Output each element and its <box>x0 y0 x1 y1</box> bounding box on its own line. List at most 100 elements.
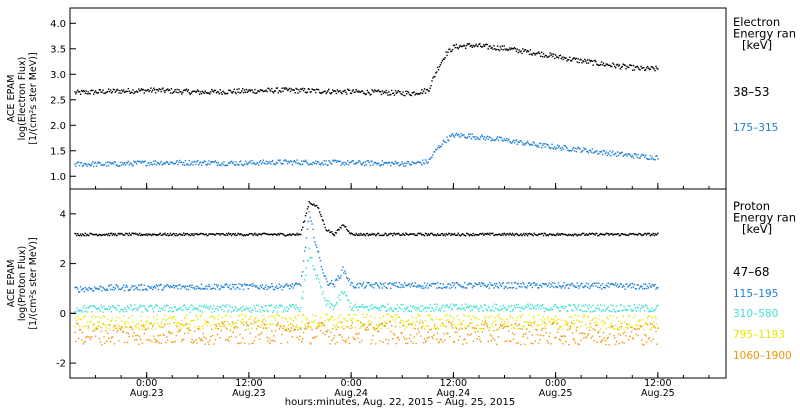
data-point <box>138 284 140 286</box>
data-point <box>382 341 384 343</box>
data-point <box>552 147 554 149</box>
data-point <box>617 320 620 323</box>
data-point <box>394 160 397 163</box>
data-point <box>86 93 88 95</box>
data-point <box>149 305 151 307</box>
data-point <box>168 331 171 334</box>
data-point <box>457 308 459 310</box>
data-point <box>320 266 323 268</box>
data-point <box>533 142 535 144</box>
data-point <box>81 165 84 168</box>
data-point <box>226 328 228 330</box>
data-point <box>233 327 235 329</box>
data-point <box>254 232 256 234</box>
data-point <box>416 286 418 288</box>
data-point <box>205 233 207 235</box>
data-point <box>234 288 236 290</box>
data-point <box>399 234 401 237</box>
data-point <box>283 325 285 327</box>
data-point <box>115 327 117 329</box>
data-point <box>110 232 113 234</box>
data-point <box>264 286 266 289</box>
data-point <box>592 328 594 330</box>
data-point <box>219 288 221 290</box>
data-point <box>104 92 106 95</box>
data-point <box>127 322 130 324</box>
data-point <box>326 331 328 333</box>
data-point <box>272 233 275 235</box>
data-point <box>325 160 327 162</box>
data-point <box>156 305 159 307</box>
data-point <box>470 44 473 47</box>
data-point <box>395 342 398 345</box>
data-point <box>241 90 243 92</box>
data-point <box>212 161 214 163</box>
data-point <box>87 306 89 308</box>
data-point <box>357 309 359 311</box>
data-point <box>454 134 457 136</box>
data-point <box>508 330 510 332</box>
data-point <box>311 88 313 90</box>
data-point <box>615 305 618 307</box>
data-point <box>359 282 361 284</box>
data-point <box>473 328 475 330</box>
data-point <box>439 145 442 148</box>
data-point <box>530 233 532 235</box>
data-point <box>251 233 253 235</box>
data-point <box>155 304 158 306</box>
data-point <box>268 337 270 340</box>
data-point <box>204 306 206 309</box>
data-point <box>473 285 475 288</box>
data-point <box>499 136 502 139</box>
data-point <box>251 309 253 311</box>
data-point <box>108 164 110 167</box>
data-point <box>416 234 418 237</box>
data-point <box>453 44 456 47</box>
data-point <box>517 282 519 285</box>
data-point <box>436 287 438 289</box>
data-point <box>75 165 77 167</box>
data-point <box>166 319 168 321</box>
data-point <box>311 328 313 331</box>
data-point <box>611 232 613 235</box>
data-point <box>295 282 297 284</box>
data-point <box>580 339 582 341</box>
data-point <box>488 287 490 289</box>
data-point <box>348 278 351 280</box>
data-point <box>587 307 590 310</box>
data-point <box>272 323 274 325</box>
data-point <box>525 321 527 323</box>
data-point <box>302 221 305 223</box>
data-point <box>206 164 208 166</box>
data-point <box>261 161 264 164</box>
data-point <box>500 137 503 139</box>
data-point <box>615 285 618 287</box>
data-point <box>495 233 497 236</box>
data-point <box>535 328 537 331</box>
data-point <box>526 287 528 289</box>
data-point <box>491 335 493 337</box>
data-point <box>359 341 361 344</box>
data-point <box>342 325 344 327</box>
data-point <box>447 139 449 141</box>
data-point <box>277 314 279 316</box>
data-point <box>563 56 565 59</box>
data-point <box>458 135 460 137</box>
data-point <box>426 234 428 237</box>
data-point <box>581 233 583 235</box>
data-point <box>83 90 85 92</box>
data-point <box>457 323 459 326</box>
data-point <box>512 234 515 236</box>
data-point <box>156 314 159 317</box>
data-point <box>86 311 88 313</box>
data-point <box>515 233 518 235</box>
data-point <box>504 340 506 343</box>
data-point <box>481 283 484 285</box>
data-point <box>174 234 176 237</box>
data-point <box>415 234 417 236</box>
data-point <box>144 328 146 331</box>
data-point <box>302 314 304 317</box>
data-point <box>328 160 330 162</box>
data-point <box>194 330 196 332</box>
data-point <box>553 318 555 320</box>
